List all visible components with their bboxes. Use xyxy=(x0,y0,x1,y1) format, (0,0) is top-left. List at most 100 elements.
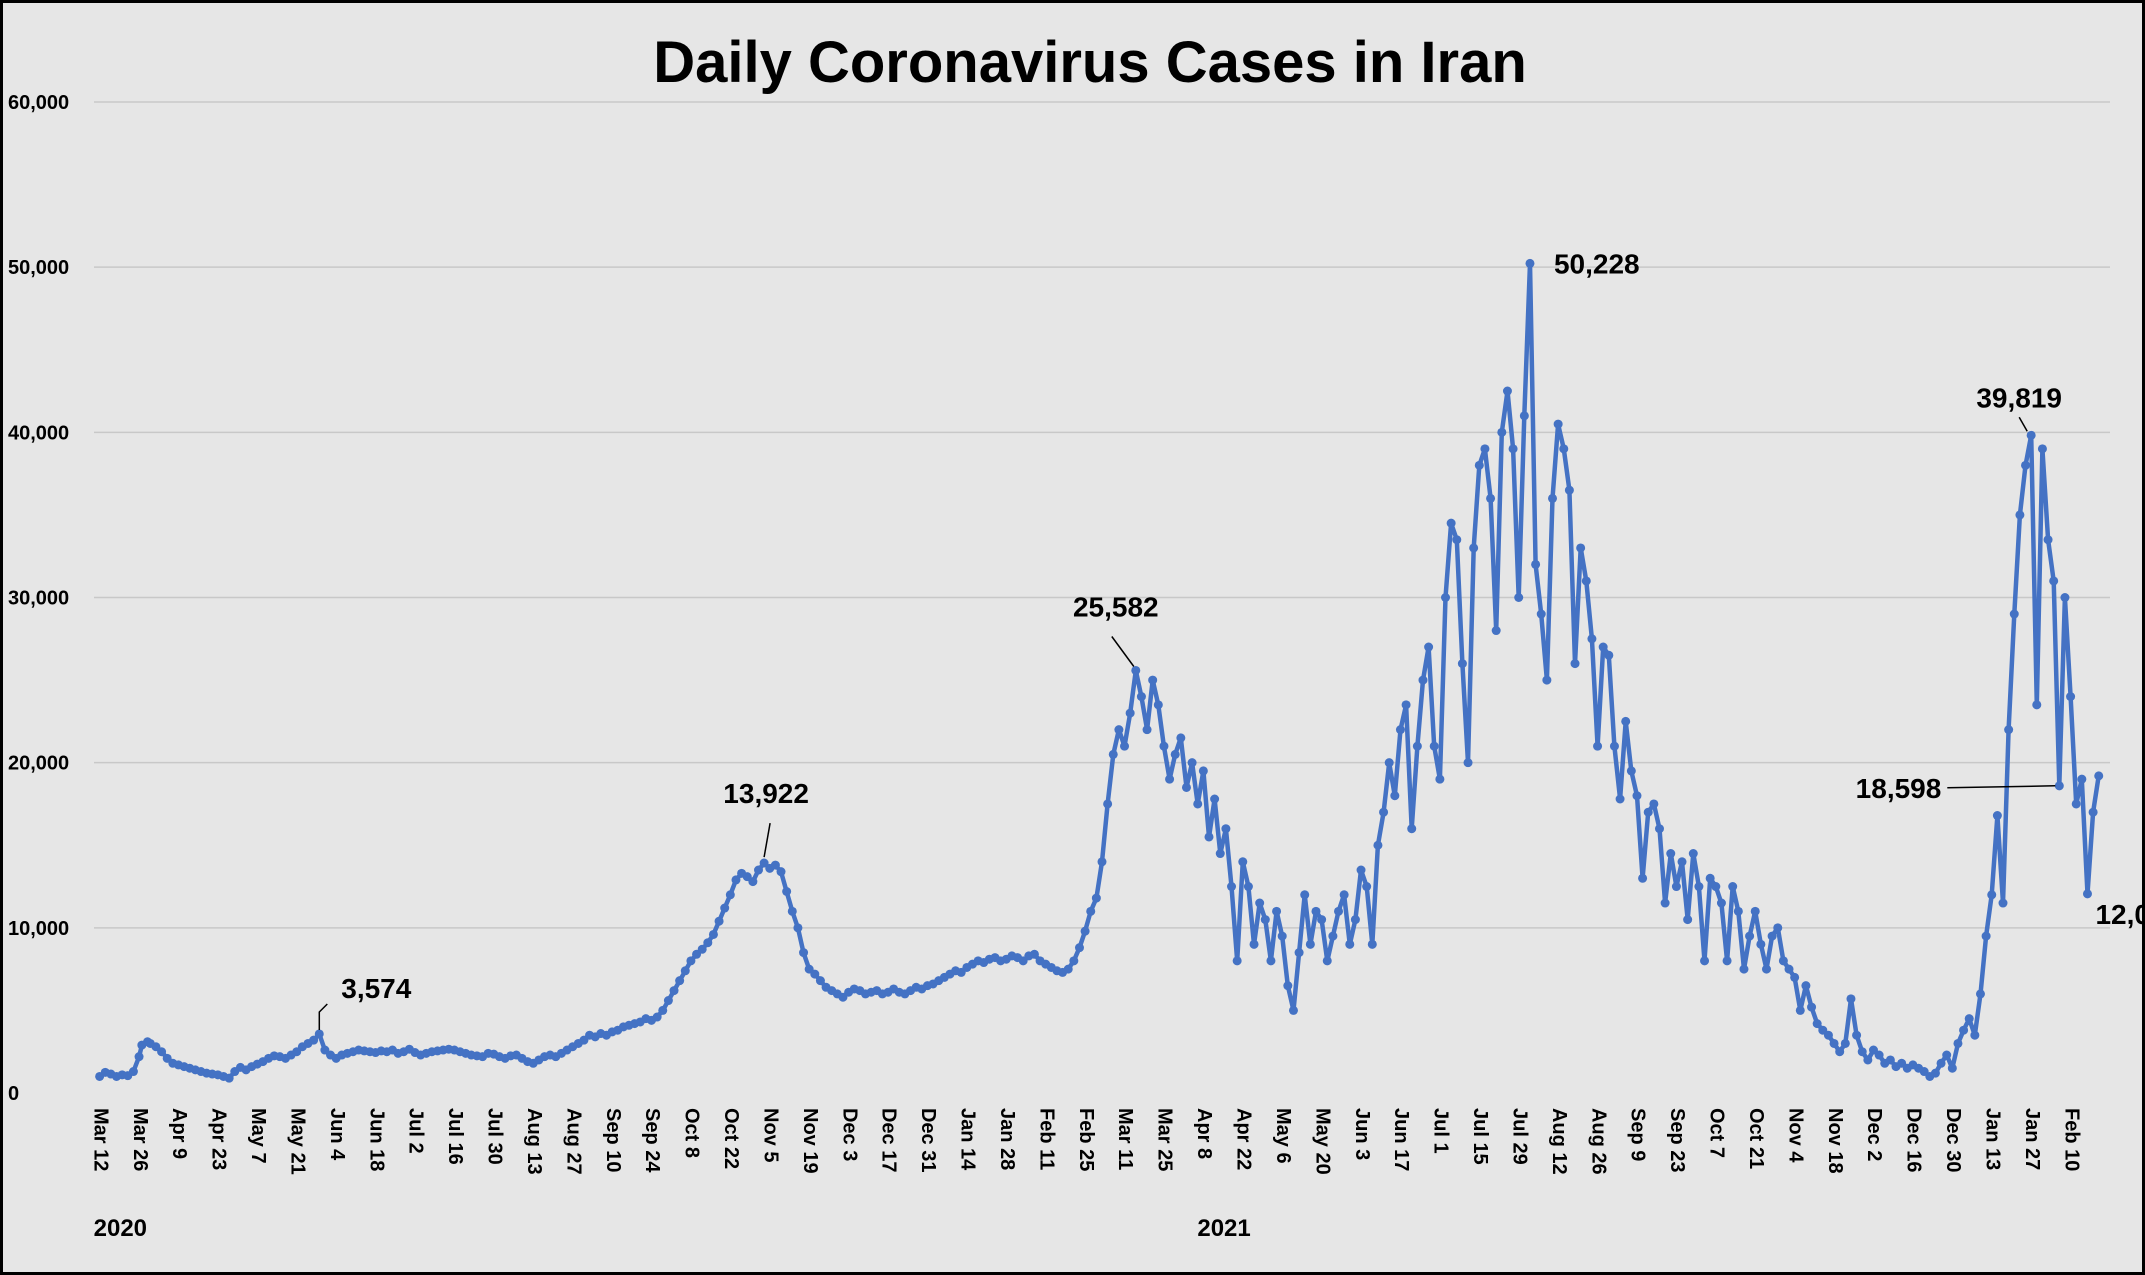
data-point xyxy=(1790,972,1800,982)
data-point xyxy=(1840,1038,1850,1048)
data-point xyxy=(1807,1002,1817,1012)
annotations: 3,574 13,922 25,582 50,228 39,819 18,598 12,05… xyxy=(318,248,2145,1030)
data-point xyxy=(1773,923,1783,933)
data-point xyxy=(1120,741,1130,751)
data-point xyxy=(1170,749,1180,759)
annotation-label: 3,574 xyxy=(341,973,411,1004)
year-label: 2021 xyxy=(1197,1215,1250,1242)
data-point xyxy=(1959,1025,1969,1035)
data-point xyxy=(1401,700,1411,710)
data-point xyxy=(815,976,825,986)
data-point xyxy=(1153,700,1163,710)
x-tick-label: Jun 17 xyxy=(1390,1108,1412,1171)
annotation-label: 25,582 xyxy=(1073,591,1159,622)
data-point xyxy=(2037,444,2047,454)
data-point xyxy=(1964,1014,1974,1024)
data-point xyxy=(1576,543,1586,553)
x-tick-label: May 20 xyxy=(1311,1108,1333,1175)
data-point xyxy=(1654,824,1664,834)
data-point xyxy=(658,1005,668,1015)
data-point xyxy=(1142,725,1152,735)
data-point xyxy=(1469,543,1479,553)
data-point xyxy=(1457,659,1467,669)
y-tick-label: 60,000 xyxy=(8,92,69,114)
data-point xyxy=(1497,427,1507,437)
x-tick-label: Jul 2 xyxy=(405,1108,427,1154)
data-point xyxy=(663,996,673,1006)
x-tick-label: Jul 16 xyxy=(444,1108,466,1165)
data-point xyxy=(2009,609,2019,619)
data-point xyxy=(1745,931,1755,941)
data-point xyxy=(1711,882,1721,892)
x-tick-label: Aug 13 xyxy=(523,1108,545,1175)
data-point xyxy=(157,1047,167,1057)
data-point xyxy=(1722,956,1732,966)
data-point xyxy=(2094,771,2104,781)
annotation-label: 18,598 xyxy=(1856,773,1942,804)
data-point xyxy=(1598,642,1608,652)
data-point xyxy=(1159,741,1169,751)
data-point xyxy=(1181,782,1191,792)
x-tick-label: Sep 9 xyxy=(1627,1108,1649,1161)
data-point xyxy=(1626,766,1636,776)
data-point xyxy=(1429,741,1439,751)
data-point xyxy=(1559,444,1569,454)
x-tick-label: Nov 19 xyxy=(799,1108,821,1174)
data-point xyxy=(1345,939,1355,949)
data-point xyxy=(134,1052,144,1062)
annotation-leader xyxy=(318,1003,328,1030)
data-point xyxy=(1452,535,1462,545)
data-point xyxy=(708,929,718,939)
data-point xyxy=(1564,485,1574,495)
x-tick-label: Sep 23 xyxy=(1666,1108,1688,1172)
data-point xyxy=(2021,460,2031,470)
data-point xyxy=(1446,518,1456,528)
data-point xyxy=(224,1073,234,1083)
data-point xyxy=(1930,1068,1940,1078)
data-point xyxy=(1204,832,1214,842)
data-point xyxy=(770,860,780,870)
data-point xyxy=(1638,873,1648,883)
x-tick-label: Oct 7 xyxy=(1706,1108,1728,1158)
y-tick-label: 50,000 xyxy=(8,257,69,279)
data-point xyxy=(1621,716,1631,726)
data-point xyxy=(1266,956,1276,966)
data-point xyxy=(1643,807,1653,817)
data-point xyxy=(1486,493,1496,503)
data-point xyxy=(1531,559,1541,569)
data-point xyxy=(1812,1019,1822,1029)
data-point xyxy=(2043,535,2053,545)
x-tick-label: Mar 26 xyxy=(129,1108,151,1171)
data-point xyxy=(1474,460,1484,470)
data-point xyxy=(1108,749,1118,759)
data-point xyxy=(1548,493,1558,503)
data-point xyxy=(1694,882,1704,892)
series-line xyxy=(98,261,2101,1081)
x-tick-label: Dec 17 xyxy=(878,1108,900,1173)
data-point xyxy=(2032,700,2042,710)
data-point xyxy=(1857,1047,1867,1057)
data-point xyxy=(1581,576,1591,586)
data-point xyxy=(2077,774,2087,784)
x-tick-label: May 7 xyxy=(247,1108,269,1164)
data-point xyxy=(1733,906,1743,916)
data-point xyxy=(1587,634,1597,644)
data-point xyxy=(714,916,724,926)
data-point xyxy=(782,886,792,896)
data-point xyxy=(1992,811,2002,821)
data-point xyxy=(1829,1038,1839,1048)
data-point xyxy=(1198,766,1208,776)
x-tick-label: Dec 31 xyxy=(917,1108,939,1173)
x-tick-label: Aug 12 xyxy=(1548,1108,1570,1175)
data-point xyxy=(1210,794,1220,804)
data-point xyxy=(1322,956,1332,966)
x-tick-label: Feb 11 xyxy=(1035,1108,1057,1170)
data-point xyxy=(1491,626,1501,636)
data-point xyxy=(1187,758,1197,768)
data-point xyxy=(1666,849,1676,859)
data-point xyxy=(1300,890,1310,900)
x-tick-label: Dec 30 xyxy=(1942,1108,1964,1173)
data-point xyxy=(669,986,679,996)
data-point xyxy=(1249,939,1259,949)
